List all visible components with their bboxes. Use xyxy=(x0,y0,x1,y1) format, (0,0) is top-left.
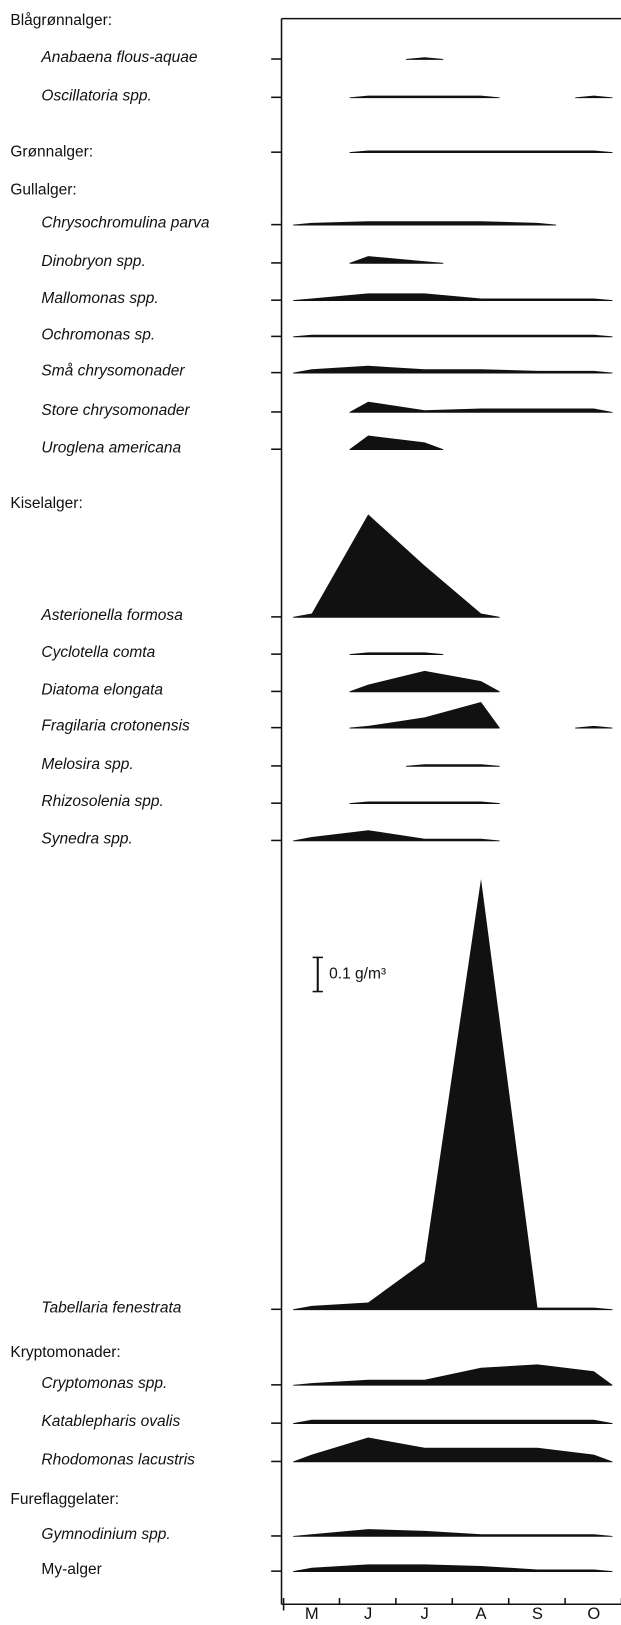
month-label: J xyxy=(364,1604,372,1623)
biomass-kite xyxy=(349,435,444,451)
species-label: Store chrysomonader xyxy=(41,402,190,419)
species-label: Asterionella formosa xyxy=(40,607,183,624)
species-label: Anabaena flous-aquae xyxy=(40,49,198,66)
biomass-kite xyxy=(293,1419,613,1424)
species-label: Melosira spp. xyxy=(41,756,133,773)
group-label: Grønnalger: xyxy=(10,143,93,160)
biomass-kite xyxy=(405,57,444,60)
biomass-kite xyxy=(293,878,613,1311)
species-label: Fragilaria crotonensis xyxy=(41,718,190,735)
group-label: Fureflaggelater: xyxy=(10,1491,119,1508)
biomass-kite xyxy=(349,670,500,693)
month-label: J xyxy=(420,1604,428,1623)
species-label: Ochromonas sp. xyxy=(41,326,155,343)
species-label: Cyclotella comta xyxy=(41,644,155,661)
biomass-kite xyxy=(293,1564,613,1572)
group-label: Gullalger: xyxy=(10,182,76,199)
biomass-kite xyxy=(293,221,557,226)
species-label: Rhodomonas lacustris xyxy=(41,1452,195,1469)
month-label: O xyxy=(587,1604,600,1623)
species-label: My-alger xyxy=(41,1561,101,1578)
biomass-kite xyxy=(293,334,613,338)
species-label: Små chrysomonader xyxy=(41,363,185,380)
biomass-kite xyxy=(349,401,613,413)
species-label: Rhizosolenia spp. xyxy=(41,793,163,810)
biomass-kite xyxy=(349,702,500,729)
species-label: Oscillatoria spp. xyxy=(41,87,151,104)
biomass-kite xyxy=(349,801,500,805)
group-label: Blågrønnalger: xyxy=(10,12,112,29)
species-label: Uroglena americana xyxy=(41,439,181,456)
biomass-kite xyxy=(405,764,500,767)
month-label: M xyxy=(305,1604,319,1623)
month-label: S xyxy=(532,1604,543,1623)
group-label: Kiselalger: xyxy=(10,495,82,512)
species-label: Gymnodinium spp. xyxy=(41,1526,170,1543)
month-label: A xyxy=(475,1604,486,1623)
biomass-kite xyxy=(349,652,444,655)
species-label: Katablepharis ovalis xyxy=(41,1413,180,1430)
species-label: Dinobryon spp. xyxy=(41,253,145,270)
species-label: Mallomonas spp. xyxy=(41,290,158,307)
biomass-kite xyxy=(293,514,500,618)
biomass-kite xyxy=(293,293,613,302)
biomass-kite xyxy=(293,830,500,842)
biomass-kite xyxy=(293,1437,613,1463)
biomass-kite xyxy=(293,365,613,374)
biomass-kite xyxy=(575,725,613,729)
species-label: Chrysochromulina parva xyxy=(41,215,210,232)
group-label: Kryptomonader: xyxy=(10,1344,120,1361)
biomass-kite xyxy=(349,95,500,99)
biomass-kite xyxy=(293,1529,613,1537)
species-label: Synedra spp. xyxy=(41,831,132,848)
biomass-kite xyxy=(575,95,613,99)
scale-label: 0.1 g/m³ xyxy=(329,966,386,983)
species-label: Diatoma elongata xyxy=(41,681,163,698)
biomass-kite xyxy=(293,1364,613,1386)
species-label: Tabellaria fenestrata xyxy=(41,1299,181,1316)
biomass-kite xyxy=(349,256,444,264)
biomass-kite xyxy=(349,150,613,153)
species-label: Cryptomonas spp. xyxy=(41,1375,167,1392)
